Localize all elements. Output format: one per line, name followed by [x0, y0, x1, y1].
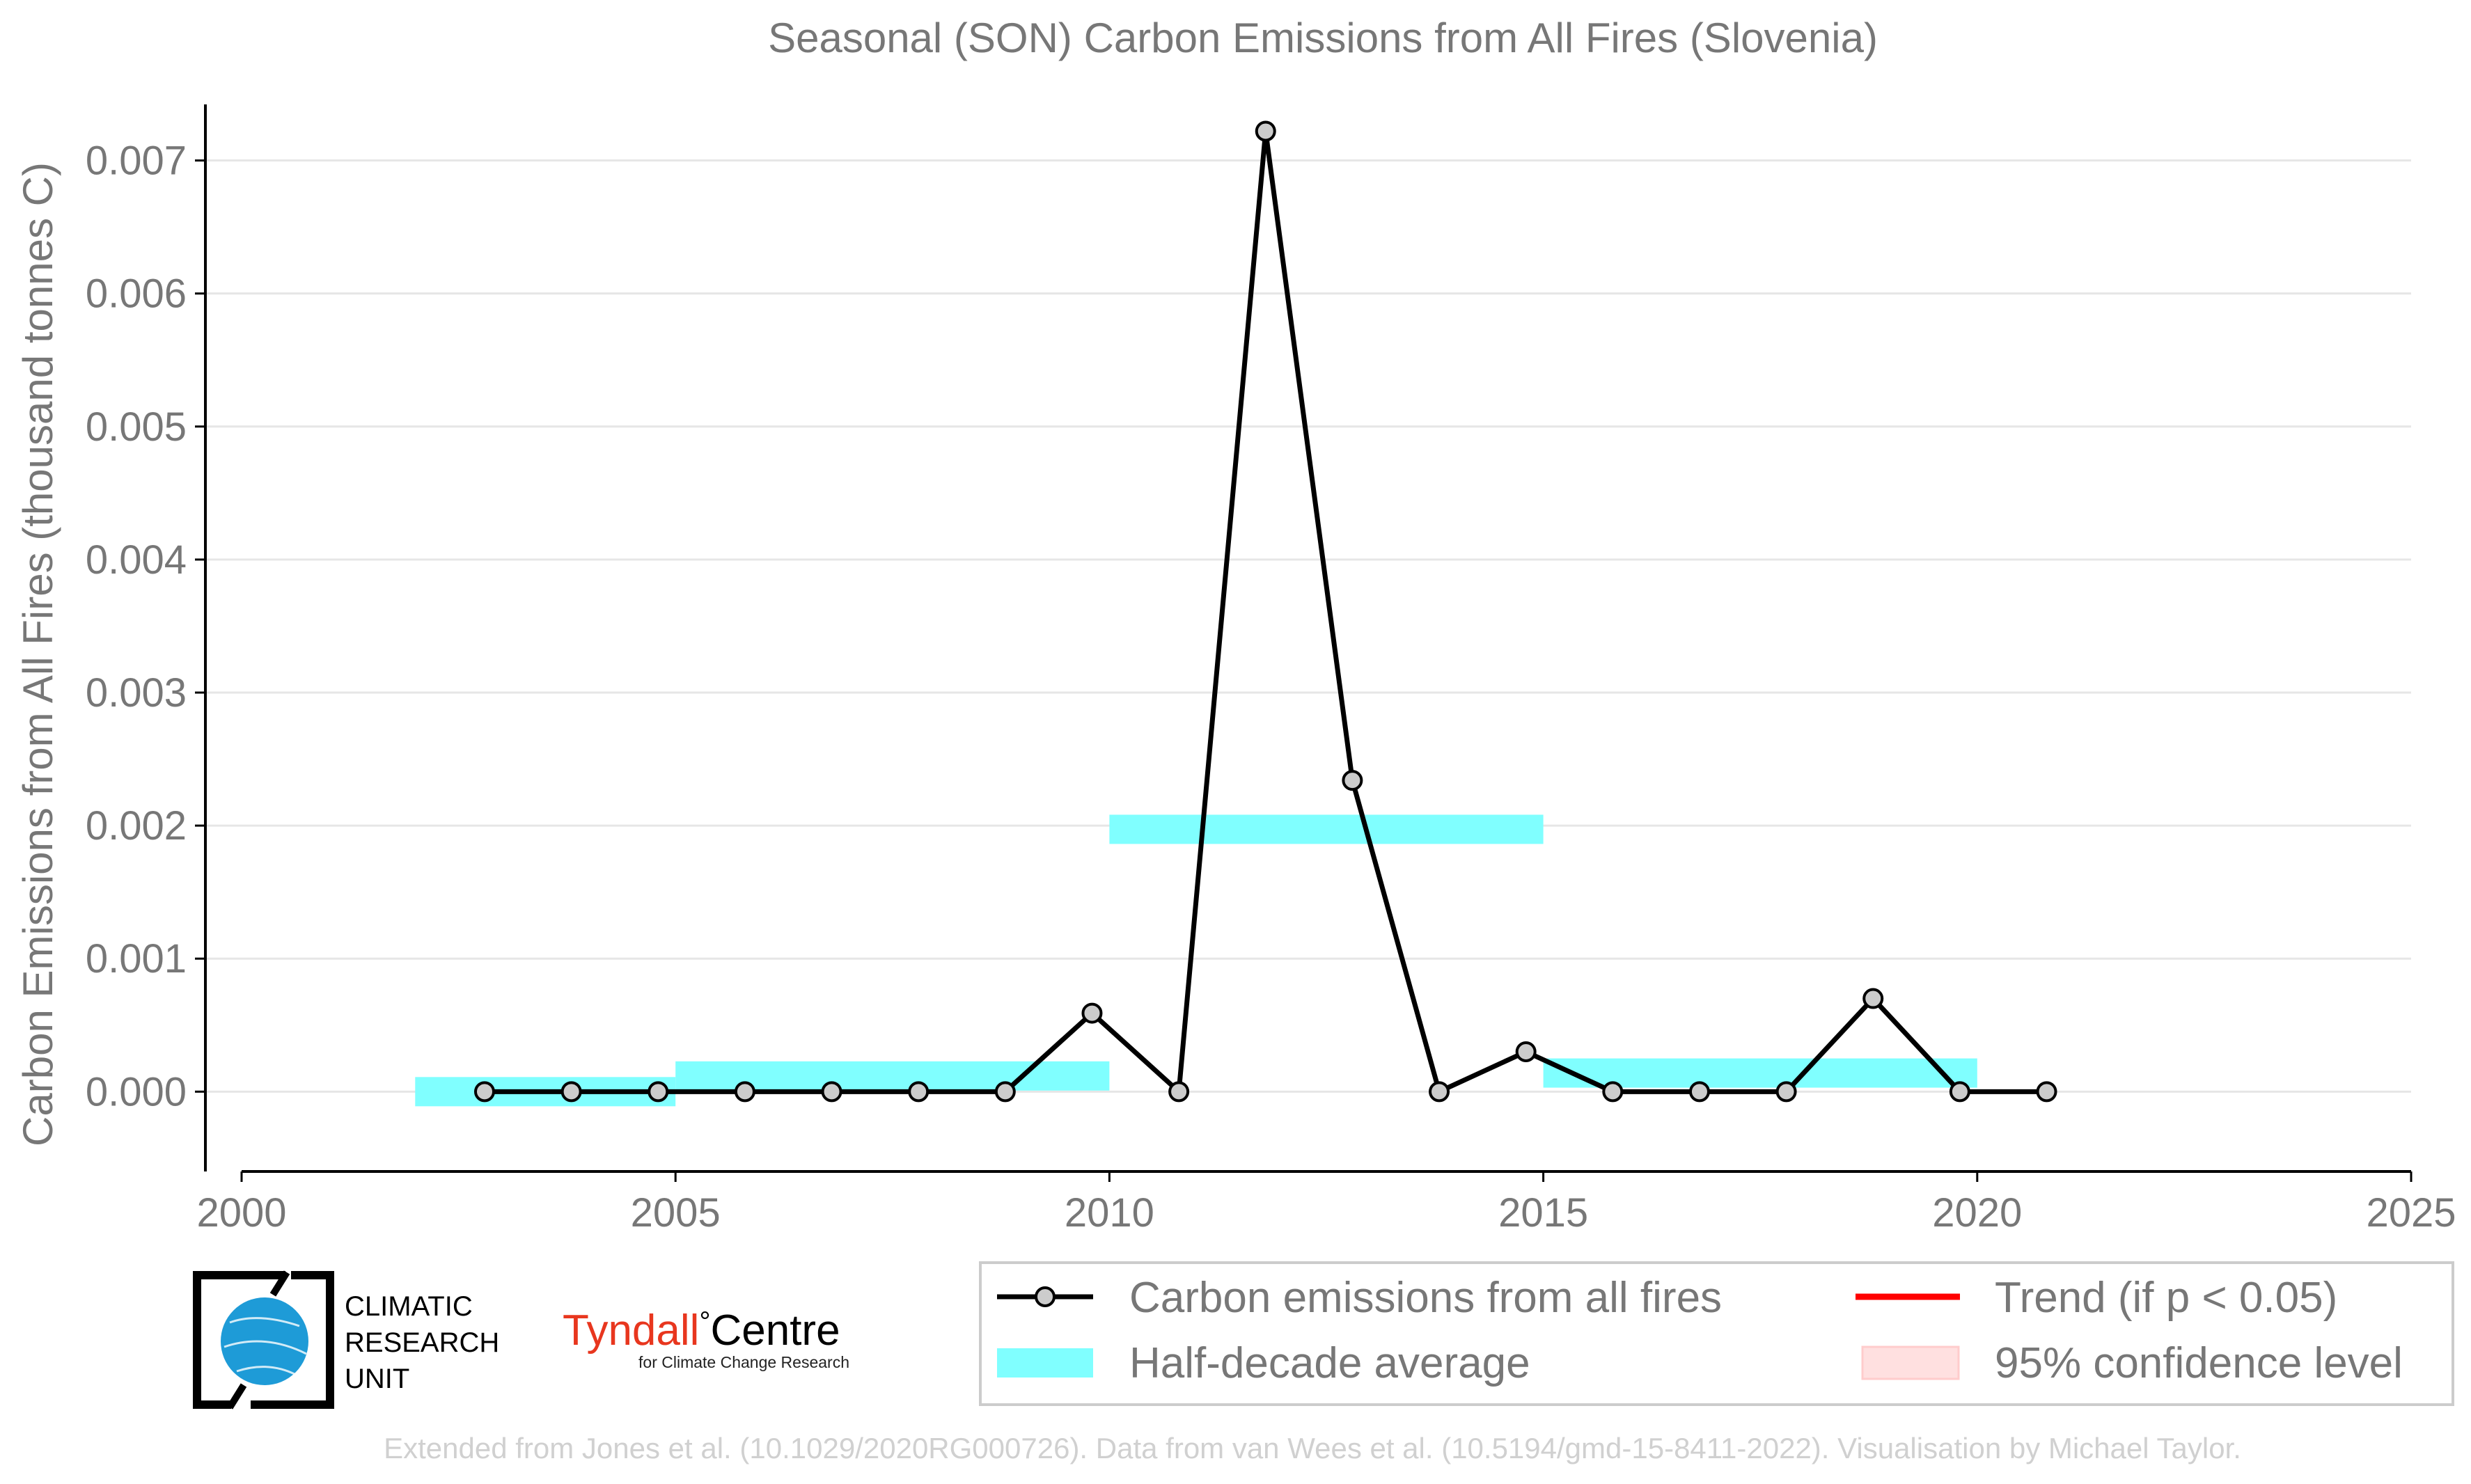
tyndall-logo-subtitle: for Climate Change Research [638, 1353, 849, 1371]
legend-box [979, 1261, 2454, 1406]
chart-title: Seasonal (SON) Carbon Emissions from All… [768, 15, 1878, 61]
x-tick-label: 2010 [1065, 1190, 1154, 1236]
y-tick-label: 0.003 [86, 670, 187, 716]
legend-swatch-confidence [1861, 1345, 1960, 1380]
cru-logo-frame-left [193, 1271, 285, 1409]
series-markers [473, 120, 2057, 1103]
data-point [994, 1081, 1016, 1103]
legend-label-trend: Trend (if p < 0.05) [1995, 1274, 2337, 1322]
data-point [1081, 1002, 1103, 1024]
tyndall-logo-word1: Tyndall [563, 1307, 699, 1355]
tyndall-logo: Tyndall°Centre for Climate Change Resear… [563, 1307, 849, 1371]
legend-label-confidence: 95% confidence level [1995, 1339, 2403, 1387]
grid-lines [205, 159, 2411, 1093]
x-tick-label: 2000 [196, 1190, 286, 1236]
y-tick-label: 0.001 [86, 936, 187, 981]
legend: Carbon emissions from all fires Trend (i… [979, 1261, 2454, 1406]
data-point [1515, 1041, 1537, 1062]
legend-swatch-half-decade [997, 1348, 1093, 1378]
legend-label-series: Carbon emissions from all fires [1129, 1274, 1722, 1322]
data-point [473, 1081, 495, 1103]
credit-text: Extended from Jones et al. (10.1029/2020… [384, 1432, 2241, 1465]
data-point [1688, 1081, 1710, 1103]
y-tick-label: 0.000 [86, 1069, 187, 1114]
cru-logo-slash-bottom [226, 1383, 247, 1410]
y-tick-label: 0.007 [86, 139, 187, 184]
half-decade-band [1109, 814, 1544, 844]
cru-logo-slash-top [269, 1270, 290, 1297]
x-tick-label: 2005 [631, 1190, 721, 1236]
data-point [2036, 1081, 2057, 1103]
legend-label-half-decade: Half-decade average [1129, 1339, 1530, 1387]
cru-logo-text-line1: CLIMATIC [345, 1291, 473, 1322]
cru-logo-text-line2: RESEARCH [345, 1327, 499, 1358]
tyndall-logo-word2: Centre [710, 1307, 840, 1355]
y-tick-label: 0.002 [86, 803, 187, 848]
y-tick-label: 0.005 [86, 404, 187, 450]
data-point [1168, 1081, 1190, 1103]
data-point [1775, 1081, 1797, 1103]
series-polyline [484, 129, 2047, 1094]
data-point [1949, 1081, 1970, 1103]
series-line [484, 129, 2047, 1094]
y-tick-label: 0.004 [86, 537, 187, 583]
axes: 0.000 0.001 0.002 0.003 0.004 0.005 0.006 0.007… [86, 104, 2456, 1236]
data-point [908, 1081, 929, 1103]
cru-globe-lines [223, 1317, 307, 1376]
y-axis-label: Carbon Emissions from All Fires (thousan… [15, 162, 61, 1146]
data-point [821, 1081, 842, 1103]
cru-logo-frame-right [251, 1271, 334, 1409]
data-point [1342, 770, 1363, 791]
x-tick-label: 2015 [1498, 1190, 1588, 1236]
data-point [1255, 120, 1276, 142]
half-decade-average-bands [415, 814, 1977, 1107]
data-point [734, 1081, 755, 1103]
data-point [1602, 1081, 1624, 1103]
data-point [560, 1081, 582, 1103]
data-point [1862, 988, 1884, 1009]
x-tick-label: 2020 [1932, 1190, 2022, 1236]
data-point [648, 1081, 669, 1103]
y-tick-label: 0.006 [86, 271, 187, 317]
x-tick-label: 2025 [2366, 1190, 2456, 1236]
cru-logo-text-line3: UNIT [345, 1364, 409, 1394]
tyndall-logo-degree: ° [699, 1307, 710, 1337]
data-point [1429, 1081, 1450, 1103]
cru-logo: CLIMATIC RESEARCH UNIT [193, 1270, 499, 1410]
legend-swatch-series-marker [1035, 1286, 1056, 1307]
tyndall-logo-text: Tyndall°Centre [563, 1307, 840, 1355]
